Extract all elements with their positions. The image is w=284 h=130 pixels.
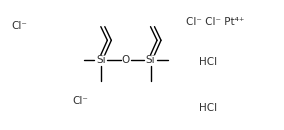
Text: O: O xyxy=(122,56,130,65)
Text: Cl⁻: Cl⁻ xyxy=(11,21,27,31)
Text: Cl⁻: Cl⁻ xyxy=(72,96,88,106)
Text: HCl: HCl xyxy=(199,57,217,67)
Text: HCl: HCl xyxy=(199,103,217,113)
Text: Cl⁻ Cl⁻ Pt⁴⁺: Cl⁻ Cl⁻ Pt⁴⁺ xyxy=(186,17,245,27)
Text: Si: Si xyxy=(96,56,106,65)
Text: Si: Si xyxy=(146,56,155,65)
